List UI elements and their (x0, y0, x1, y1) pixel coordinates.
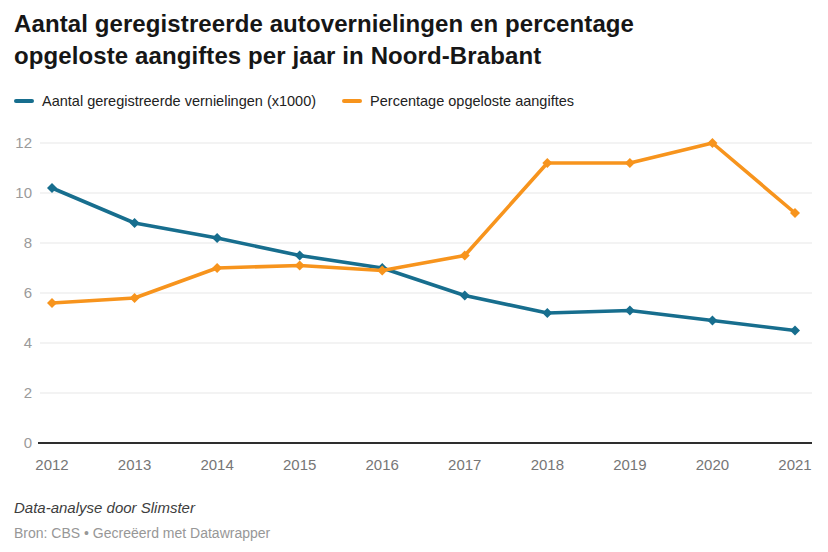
data-point-marker (130, 218, 140, 228)
data-point-marker (212, 233, 222, 243)
x-tick-label-2014: 2014 (200, 456, 233, 473)
x-tick-label-2021: 2021 (778, 456, 811, 473)
legend-item-aangiftes: Percentage opgeloste aangiftes (342, 93, 574, 109)
data-point-marker (460, 291, 470, 301)
y-tick-label-8: 8 (24, 234, 32, 251)
data-point-marker (47, 298, 57, 308)
legend-label: Aantal geregistreerde vernielingen (x100… (42, 93, 316, 109)
legend-swatch-orange (342, 99, 362, 103)
footer-byline: Data-analyse door Slimster (14, 499, 195, 516)
y-tick-label-2: 2 (24, 384, 32, 401)
data-point-marker (47, 183, 57, 193)
data-point-marker (130, 293, 140, 303)
y-tick-label-6: 6 (24, 284, 32, 301)
y-tick-label-0: 0 (24, 434, 32, 451)
series-line-0 (52, 188, 795, 331)
y-tick-label-4: 4 (24, 334, 32, 351)
data-point-marker (295, 251, 305, 261)
legend-label: Percentage opgeloste aangiftes (370, 93, 574, 109)
y-tick-label-10: 10 (15, 184, 32, 201)
x-tick-label-2016: 2016 (366, 456, 399, 473)
data-point-marker (295, 261, 305, 271)
data-point-marker (790, 326, 800, 336)
x-tick-label-2012: 2012 (35, 456, 68, 473)
x-tick-label-2020: 2020 (696, 456, 729, 473)
x-tick-label-2018: 2018 (531, 456, 564, 473)
data-point-marker (707, 316, 717, 326)
chart-legend: Aantal geregistreerde vernielingen (x100… (14, 93, 574, 109)
series-line-1 (52, 143, 795, 303)
datawrapper-chart: Aantal geregistreerde autovernielingen e… (0, 0, 828, 552)
legend-item-vernielingen: Aantal geregistreerde vernielingen (x100… (14, 93, 316, 109)
chart-title: Aantal geregistreerde autovernielingen e… (14, 8, 738, 71)
x-tick-label-2015: 2015 (283, 456, 316, 473)
line-chart-plot-area: 0 2 4 6 8 10 12 2012 2013 2014 2015 2016 2017 2018 201… (0, 125, 828, 485)
x-tick-label-2019: 2019 (613, 456, 646, 473)
x-tick-label-2013: 2013 (118, 456, 151, 473)
data-point-marker (625, 306, 635, 316)
y-tick-label-12: 12 (15, 134, 32, 151)
legend-swatch-teal (14, 99, 34, 103)
data-point-marker (542, 308, 552, 318)
x-tick-label-2017: 2017 (448, 456, 481, 473)
data-point-marker (625, 158, 635, 168)
data-point-marker (212, 263, 222, 273)
footer-source: Bron: CBS • Gecreëerd met Datawrapper (14, 525, 270, 541)
